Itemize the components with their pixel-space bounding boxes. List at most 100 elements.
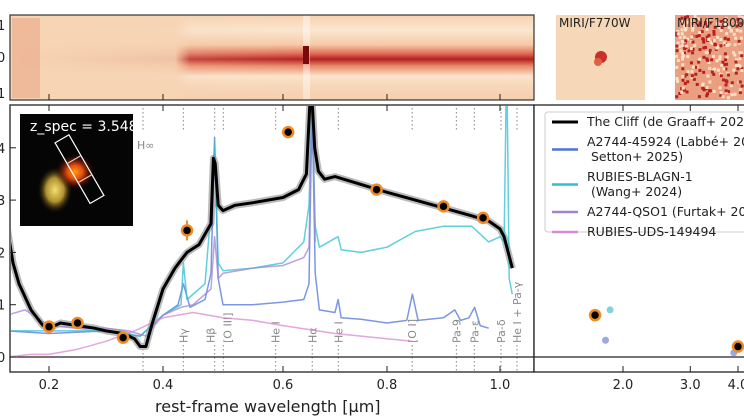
noise-pixel (686, 15, 690, 19)
noise-pixel (698, 48, 702, 52)
noise-pixel (726, 90, 730, 94)
noise-pixel (724, 22, 728, 26)
noise-pixel (719, 19, 723, 23)
noise-pixel (726, 37, 730, 41)
noise-pixel (708, 80, 712, 84)
noise-pixel (676, 32, 680, 36)
noise-pixel (697, 60, 701, 64)
noise-pixel (698, 68, 702, 72)
noise-pixel (719, 28, 723, 32)
noise-pixel (718, 57, 722, 61)
y-tick-label: 2 (0, 246, 5, 261)
noise-pixel (710, 70, 714, 74)
noise-pixel (700, 30, 704, 34)
slit-outline (54, 134, 105, 205)
noise-pixel (690, 35, 694, 39)
noise-pixel (727, 26, 731, 30)
noise-pixel (705, 94, 709, 98)
noise-pixel (708, 48, 712, 52)
noise-pixel (690, 74, 694, 78)
cliff-photometry-point (437, 200, 450, 213)
noise-pixel (738, 57, 742, 61)
noise-pixel (685, 90, 689, 94)
noise-pixel (684, 39, 688, 43)
noise-pixel (725, 55, 729, 59)
noise-pixel (676, 59, 680, 63)
noise-pixel (719, 38, 723, 42)
noise-pixel (681, 86, 685, 90)
cliff-photometry-point (281, 125, 295, 139)
y-tick-label: 3 (0, 194, 5, 209)
noise-pixel (712, 89, 716, 93)
2d-y-tick: 1 (0, 87, 5, 102)
noise-pixel (710, 58, 714, 62)
noise-pixel (720, 25, 724, 29)
noise-pixel (732, 51, 736, 55)
noise-pixel (713, 25, 717, 29)
noise-pixel (685, 72, 689, 76)
noise-pixel (705, 25, 709, 29)
noise-pixel (711, 68, 715, 72)
noise-pixel (724, 17, 728, 21)
noise-pixel (704, 21, 708, 25)
galaxy-inset-image: z_spec = 3.548 (20, 114, 138, 226)
x-tick-label: 3.0 (680, 378, 701, 393)
spectrum-line-0 (11, 106, 514, 348)
noise-pixel (702, 55, 706, 59)
2d-y-ticks: 1 0 1 (0, 19, 5, 102)
noise-pixel (694, 72, 698, 76)
noise-pixel (712, 30, 716, 34)
emission-line-label: Pa-δ (495, 319, 508, 343)
noise-pixel (705, 27, 709, 31)
photometry-point (606, 306, 614, 314)
noise-pixel (686, 37, 690, 41)
noise-pixel (718, 86, 722, 90)
noise-pixel (722, 67, 726, 71)
noise-pixel (736, 17, 740, 21)
noise-pixel (738, 88, 742, 92)
noise-pixel (697, 34, 701, 38)
noise-pixel (681, 51, 685, 55)
noise-pixel (716, 22, 720, 26)
noise-pixel (705, 85, 709, 89)
noise-pixel (680, 40, 684, 44)
cliff-photometry-point (116, 331, 130, 344)
x-tick-label: 0.2 (39, 378, 60, 393)
noise-pixel (736, 67, 740, 71)
noise-pixel (729, 29, 733, 33)
noise-pixel (713, 67, 717, 71)
noise-pixel (686, 20, 690, 24)
noise-pixel (740, 16, 744, 20)
noise-pixel (723, 36, 727, 40)
emission-line-markers: Hγ Hβ [O III] He I Hα He I [O I] Pa-9 Pa-ε Pa-δ He… (142, 108, 524, 372)
noise-pixel (734, 60, 738, 64)
noise-pixel (701, 37, 705, 41)
legend-entry: RUBIES-UDS-149494 (587, 224, 716, 239)
noise-pixel (725, 80, 729, 84)
noise-pixel (680, 57, 684, 61)
noise-pixel (680, 43, 684, 47)
noise-pixel (705, 51, 709, 55)
balmer-limit-label: H∞ (137, 139, 154, 152)
noise-pixel (740, 84, 744, 88)
noise-pixel (709, 40, 713, 44)
emission-line-label: He I (270, 321, 283, 343)
miri-f770w-image: MIRI/F770W (556, 15, 645, 100)
noise-pixel (707, 33, 711, 37)
noise-pixel (691, 51, 695, 55)
noise-pixel (691, 25, 695, 29)
noise-pixel (675, 49, 679, 53)
noise-pixel (675, 54, 679, 58)
noise-pixel (698, 21, 702, 25)
noise-pixel (734, 36, 738, 40)
noise-pixel (708, 66, 712, 70)
noise-pixel (686, 55, 690, 59)
noise-pixel (678, 92, 682, 96)
cliff-photometry-point (180, 224, 194, 237)
noise-pixel (694, 65, 698, 69)
noise-pixel (725, 32, 729, 36)
noise-pixel (723, 52, 727, 56)
noise-pixel (686, 70, 690, 74)
noise-pixel (719, 91, 723, 95)
x-tick-label: 1.0 (490, 378, 511, 393)
